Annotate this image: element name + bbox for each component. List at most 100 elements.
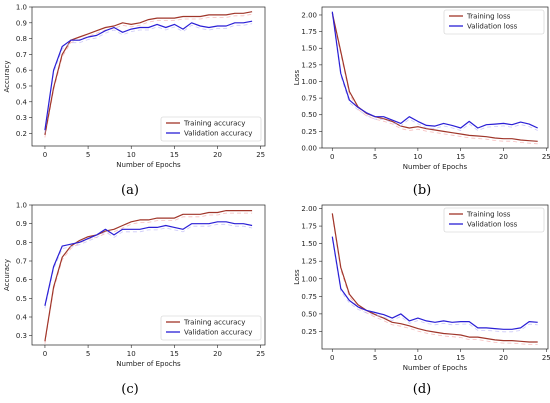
x-tick-label: 20: [213, 151, 222, 159]
series-ghost-line: [44, 212, 253, 344]
y-tick-label: 0.4: [16, 98, 28, 106]
series-line-validation: [331, 236, 538, 330]
x-tick-label: 15: [170, 151, 179, 159]
x-tick-label: 25: [256, 151, 265, 159]
y-tick-label: 0.6: [16, 67, 28, 75]
legend: Training accuracy Validation accuracy: [160, 315, 262, 341]
series-line-validation: [44, 221, 253, 306]
y-tick-label: 0.25: [301, 328, 317, 336]
x-tick-label: 5: [86, 350, 90, 358]
y-tick-label: 0.3: [16, 332, 27, 340]
x-tick-label: 25: [542, 354, 550, 362]
y-tick-label: 1.0: [16, 4, 27, 12]
x-tick-label: 15: [456, 153, 465, 161]
y-tick-label: 0.9: [16, 220, 27, 228]
series-ghost-line: [44, 23, 253, 133]
y-tick-label: 0.25: [301, 128, 317, 136]
panel-label: (b): [413, 183, 431, 198]
x-tick-label: 10: [413, 354, 422, 362]
x-tick-label: 15: [456, 354, 465, 362]
x-tick-label: 10: [413, 153, 422, 161]
legend-box: [160, 315, 262, 341]
series-line-validation: [44, 20, 253, 131]
y-tick-label: 1.75: [301, 28, 317, 36]
y-tick-label: 0.5: [16, 82, 27, 90]
x-tick-label: 15: [170, 350, 179, 358]
y-tick-label: 0.3: [16, 114, 27, 122]
y-tick-label: 0.2: [16, 130, 27, 138]
y-tick-label: 0.00: [301, 145, 317, 153]
legend-label: Training accuracy: [183, 120, 245, 128]
x-tick-label: 0: [43, 350, 47, 358]
x-tick-label: 20: [499, 354, 508, 362]
x-axis-title: Number of Epochs: [116, 360, 181, 368]
y-tick-label: 0.6: [16, 276, 28, 284]
y-tick-label: 1.00: [301, 78, 317, 86]
x-tick-label: 0: [330, 354, 334, 362]
y-tick-label: 0.4: [16, 314, 28, 322]
x-tick-label: 25: [256, 350, 265, 358]
y-tick-label: 0.5: [16, 295, 27, 303]
x-tick-label: 5: [373, 354, 377, 362]
legend-label: Validation loss: [467, 221, 518, 229]
x-tick-label: 20: [499, 153, 508, 161]
legend-box: [160, 116, 262, 142]
legend-label: Validation accuracy: [184, 329, 252, 337]
x-tick-label: 0: [43, 151, 47, 159]
y-axis-title: Loss: [293, 269, 301, 285]
series-line-validation: [331, 11, 538, 129]
y-tick-label: 2.00: [301, 205, 317, 213]
legend: Training loss Validation loss: [443, 9, 545, 35]
y-tick-label: 1.50: [301, 45, 317, 53]
y-tick-label: 0.9: [16, 19, 27, 27]
x-tick-label: 10: [127, 151, 136, 159]
x-tick-label: 20: [213, 350, 222, 358]
y-tick-label: 0.8: [16, 239, 27, 247]
y-tick-label: 1.0: [16, 202, 27, 210]
y-tick-label: 2.00: [301, 11, 317, 19]
y-axis-title: Accuracy: [3, 259, 11, 291]
x-tick-label: 5: [86, 151, 90, 159]
x-axis-title: Number of Epochs: [403, 163, 468, 171]
legend: Training loss Validation loss: [443, 207, 545, 233]
y-tick-label: 1.25: [301, 61, 317, 69]
chart-panel-2: 0 5 10 15 20 25 0.00 0.25 0.50 0.75 1.00 1.25 1.50 1.…: [293, 6, 550, 198]
y-tick-label: 1.25: [301, 258, 317, 266]
series-line-training: [44, 210, 253, 342]
chart-panel-4: 0 5 10 15 20 25 0.25 0.50 0.75 1.00 1.25 1.50 1.75 2.…: [293, 204, 550, 397]
series-line-training: [44, 11, 253, 136]
legend-label: Training loss: [466, 13, 511, 21]
chart-panel-1: 0 5 10 15 20 25 0.2 0.3 0.4 0.5 0.6 0.7 0.8 0.9 1.0 Num…: [3, 4, 266, 198]
y-tick-label: 0.50: [301, 310, 317, 318]
y-tick-label: 1.00: [301, 275, 317, 283]
x-tick-label: 10: [127, 350, 136, 358]
chart-panel-3: 0 5 10 15 20 25 0.3 0.4 0.5 0.6 0.7 0.8 0.9 1.0 Number…: [3, 202, 266, 397]
series-ghost-line: [331, 239, 538, 333]
legend-label: Validation accuracy: [184, 130, 252, 138]
y-axis-title: Loss: [293, 69, 301, 85]
x-axis-title: Number of Epochs: [403, 364, 468, 372]
y-tick-label: 0.50: [301, 111, 317, 119]
x-tick-label: 25: [542, 153, 550, 161]
y-tick-label: 0.75: [301, 293, 317, 301]
y-tick-label: 0.7: [16, 258, 27, 266]
y-tick-label: 1.75: [301, 223, 317, 231]
legend-label: Training accuracy: [183, 319, 245, 327]
panel-label: (a): [121, 183, 139, 198]
series-ghost-line: [331, 14, 538, 131]
series-ghost-line: [44, 223, 253, 309]
y-axis-title: Accuracy: [3, 61, 11, 93]
panel-label: (c): [121, 382, 138, 397]
legend-box: [443, 9, 545, 35]
y-tick-label: 0.75: [301, 95, 317, 103]
y-tick-label: 0.8: [16, 35, 27, 43]
legend: Training accuracy Validation accuracy: [160, 116, 262, 142]
series-ghost-line: [44, 13, 253, 138]
legend-label: Training loss: [466, 211, 511, 219]
legend-label: Validation loss: [467, 23, 518, 31]
legend-box: [443, 207, 545, 233]
series-ghost-line: [331, 15, 538, 145]
panel-label: (d): [413, 382, 431, 397]
x-axis-title: Number of Epochs: [116, 161, 181, 169]
